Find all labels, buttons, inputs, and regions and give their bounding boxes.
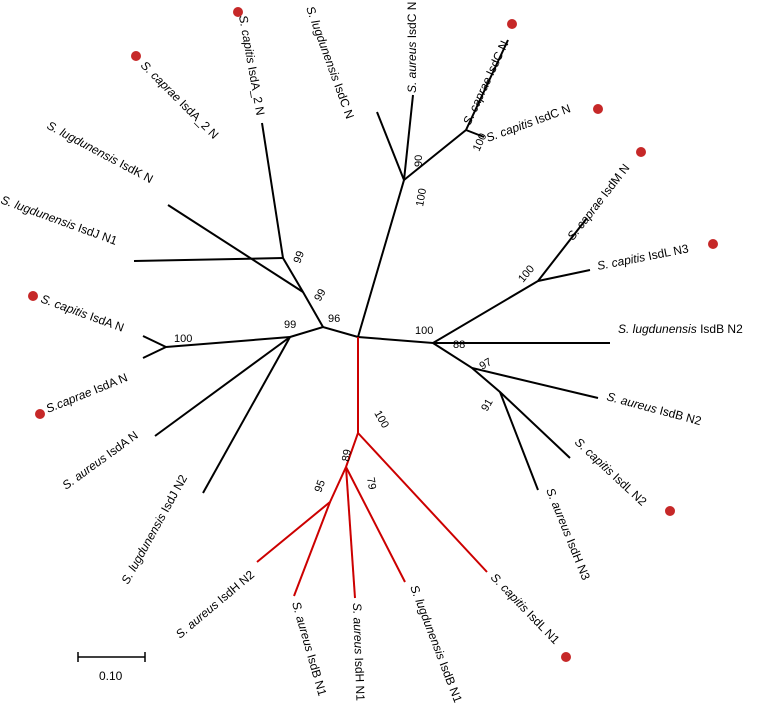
taxon-label: S.caprae IsdA N <box>44 370 130 415</box>
scale-bar-label: 0.10 <box>99 669 123 683</box>
branch <box>432 342 599 399</box>
bootstrap-value: 88 <box>453 339 465 351</box>
bootstrap-value: 100 <box>415 325 433 337</box>
bootstrap-value: 96 <box>328 313 340 325</box>
branch <box>261 122 324 328</box>
branch <box>202 336 291 494</box>
taxon-label: S. aureus IsdB N2 <box>605 389 703 428</box>
branch <box>357 217 588 345</box>
taxon-label: S. caprae IsdA_2 N <box>138 58 221 141</box>
branch <box>537 269 591 282</box>
marker-dot <box>28 291 38 301</box>
branch <box>142 335 167 348</box>
taxon-label: S. capitis IsdL N3 <box>596 241 690 273</box>
taxon-labels: S. capitis IsdA_2 N S. lugdunensis IsdC … <box>0 2 743 705</box>
branch <box>167 204 304 293</box>
bootstrap-value: 100 <box>516 263 537 285</box>
branch <box>376 111 405 181</box>
taxon-label: S. lugdunensis IsdK N <box>45 118 156 186</box>
bootstrap-value: 91 <box>479 397 496 414</box>
taxon-label: S. aureus IsdB N1 <box>289 600 329 698</box>
marker-dot <box>665 506 675 516</box>
taxon-label: S. lugdunensis IsdB N1 <box>407 583 465 705</box>
tree-branches <box>133 39 610 494</box>
scale-bar: 0.10 <box>77 652 146 683</box>
branch <box>465 129 485 138</box>
taxon-label: S. capitis IsdA_2 N <box>236 14 267 116</box>
bootstrap-value: 79 <box>364 476 378 490</box>
taxon-label: S. aureus IsdC N <box>405 2 419 93</box>
branch <box>165 336 291 348</box>
marker-dot <box>636 147 646 157</box>
branch <box>499 391 539 491</box>
bootstrap-value: 99 <box>284 319 296 331</box>
taxon-label: S. lugdunensis IsdJ N1 <box>0 193 119 248</box>
taxon-label: S. capitis IsdL N2 <box>572 435 650 509</box>
marker-dot <box>561 652 571 662</box>
bootstrap-value: 95 <box>313 478 328 494</box>
branch <box>289 325 359 338</box>
bootstrap-value: 100 <box>174 333 192 345</box>
taxon-label: S. lugdunensis IsdC N <box>303 4 357 120</box>
branch <box>345 466 356 599</box>
taxon-label: S. aureus IsdH N3 <box>543 486 593 582</box>
taxon-label: S. aureus IsdH N2 <box>173 567 257 641</box>
branch <box>357 432 488 573</box>
bootstrap-values: 90 100 100 99 99 96 99 100 100 100 88 97… <box>174 132 537 494</box>
branch <box>293 501 331 597</box>
taxon-label: S. aureus IsdH N1 <box>350 603 367 702</box>
taxon-label: S. lugdunensis IsdB N2 <box>618 322 743 336</box>
marker-dot <box>507 19 517 29</box>
bootstrap-value: 99 <box>292 249 307 265</box>
marker-dot <box>593 104 603 114</box>
taxon-label: S. aureus IsdA N <box>60 428 141 492</box>
marker-dot <box>131 51 141 61</box>
highlighted-clade <box>256 337 488 599</box>
marker-dot <box>35 409 45 419</box>
bootstrap-value: 97 <box>478 356 495 373</box>
branch <box>142 346 167 359</box>
taxon-label: S. capitis IsdL N1 <box>488 570 563 647</box>
taxon-label: S. capitis IsdC N <box>484 101 572 144</box>
branch <box>154 336 291 437</box>
taxon-label: S. caprae IsdM N <box>564 161 632 243</box>
bootstrap-value: 90 <box>413 155 425 167</box>
branch <box>345 466 406 583</box>
marker-dot <box>708 239 718 249</box>
bootstrap-value: 99 <box>312 287 329 304</box>
taxon-label: S. capitis IsdA N <box>39 292 126 335</box>
markers <box>28 7 718 662</box>
bootstrap-value: 100 <box>371 409 391 431</box>
branch <box>133 257 284 262</box>
bootstrap-value: 100 <box>414 187 429 207</box>
bootstrap-value: 89 <box>340 448 354 462</box>
taxon-label: S. caprae IsdC N <box>460 39 511 128</box>
marker-dot <box>233 7 243 17</box>
taxon-label: S. lugdunensis IsdJ N2 <box>118 472 190 586</box>
